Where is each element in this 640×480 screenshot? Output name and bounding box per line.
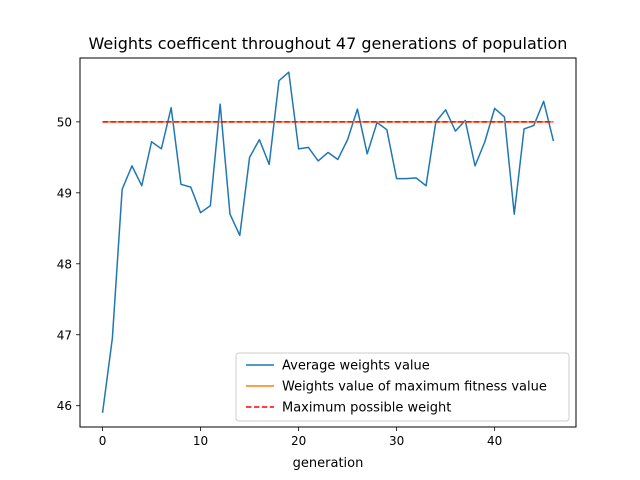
legend-label-0: Average weights value bbox=[282, 359, 430, 374]
chart-title: Weights coefficent throughout 47 generat… bbox=[89, 34, 568, 53]
y-tick-label: 49 bbox=[57, 186, 72, 200]
y-tick-label: 46 bbox=[57, 399, 72, 413]
series-line-0 bbox=[101, 71, 555, 413]
y-tick-label: 48 bbox=[57, 257, 72, 271]
x-axis-label: generation bbox=[293, 456, 364, 471]
legend-label-2: Maximum possible weight bbox=[282, 401, 451, 416]
legend: Average weights value Weights value of ma… bbox=[235, 352, 570, 422]
x-tick-label: 10 bbox=[193, 434, 208, 448]
x-tick-label: 20 bbox=[291, 434, 306, 448]
plot-frame bbox=[79, 57, 577, 428]
y-tick-label: 50 bbox=[57, 115, 72, 129]
x-tick-label: 30 bbox=[389, 434, 404, 448]
y-axis-ticks: 46 47 48 49 50 bbox=[57, 115, 80, 413]
x-tick-label: 40 bbox=[487, 434, 502, 448]
x-axis-ticks: 0 10 20 30 40 bbox=[99, 427, 502, 448]
legend-box bbox=[235, 352, 570, 422]
x-tick-label: 0 bbox=[99, 434, 107, 448]
plot-lines bbox=[101, 71, 555, 413]
legend-label-1: Weights value of maximum fitness value bbox=[282, 380, 547, 395]
y-tick-label: 47 bbox=[57, 328, 72, 342]
